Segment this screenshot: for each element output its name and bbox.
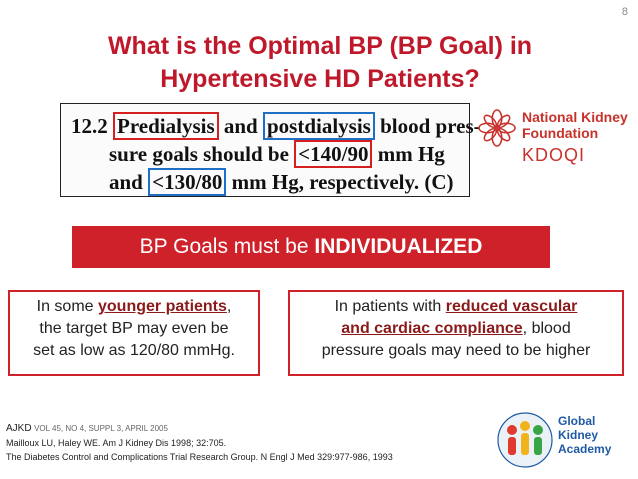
guideline-excerpt: 12.2 Predialysis and postdialysis blood … bbox=[60, 103, 481, 197]
guideline-text-d: mm Hg, respectively. (C) bbox=[231, 170, 454, 194]
guideline-text-a: blood pres- bbox=[380, 114, 481, 138]
guideline-and: and bbox=[223, 114, 258, 138]
slide-number: 8 bbox=[621, 6, 628, 18]
slide-title: What is the Optimal BP (BP Goal) in Hype… bbox=[40, 30, 600, 96]
left-box-line-3: set as low as 120/80 mmHg. bbox=[33, 342, 235, 359]
predialysis-highlight: Predialysis bbox=[113, 112, 219, 140]
right-box-post: , blood bbox=[522, 320, 571, 337]
reference-1: Mailloux LU, Haley WE. Am J Kidney Dis 1… bbox=[6, 438, 227, 448]
references: AJKD VOL 45, NO 4, SUPPL 3, APRIL 2005 M… bbox=[6, 421, 486, 464]
nkf-kdoqi: KDOQI bbox=[522, 145, 586, 165]
postdialysis-highlight: postdialysis bbox=[262, 112, 375, 140]
nkf-name: National Kidney Foundation bbox=[522, 109, 628, 141]
title-line-1: What is the Optimal BP (BP Goal) in bbox=[107, 32, 533, 60]
reference-journal: AJKD bbox=[6, 423, 32, 434]
nkf-flower-icon bbox=[478, 109, 516, 147]
guideline-text-b: sure goals should be bbox=[109, 142, 289, 166]
reference-2: The Diabetes Control and Complications T… bbox=[6, 452, 393, 462]
academy-people-icon bbox=[497, 412, 553, 468]
postdialysis-target-highlight: <130/80 bbox=[148, 168, 227, 196]
guideline-number: 12.2 bbox=[71, 114, 108, 138]
reduced-vascular-highlight: reduced vascular bbox=[445, 298, 578, 315]
guideline-text: 12.2 Predialysis and postdialysis blood … bbox=[71, 112, 481, 196]
nkf-logo: National Kidney Foundation KDOQI bbox=[478, 105, 628, 177]
left-box-line-2: the target BP may even be bbox=[39, 320, 229, 337]
younger-patients-box: In some younger patients, the target BP … bbox=[8, 290, 260, 376]
cardiac-compliance-highlight: and cardiac compliance bbox=[341, 320, 523, 337]
reference-journal-detail: VOL 45, NO 4, SUPPL 3, APRIL 2005 bbox=[34, 424, 168, 433]
banner-prefix: BP Goals must be bbox=[139, 235, 309, 258]
guideline-and-2: and bbox=[109, 170, 143, 194]
left-box-post: , bbox=[226, 298, 232, 315]
left-box-pre: In some bbox=[36, 298, 94, 315]
individualized-banner: BP Goals must be INDIVIDUALIZED bbox=[72, 226, 550, 268]
title-line-2: Hypertensive HD Patients? bbox=[160, 65, 480, 93]
guideline-text-c: mm Hg bbox=[377, 142, 445, 166]
global-kidney-academy-logo: Global Kidney Academy bbox=[494, 408, 634, 472]
younger-patients-highlight: younger patients bbox=[98, 298, 227, 315]
right-box-line-3: pressure goals may need to be higher bbox=[321, 342, 591, 359]
gka-text: Global Kidney Academy bbox=[558, 414, 612, 456]
banner-emphasis: INDIVIDUALIZED bbox=[314, 235, 483, 258]
predialysis-target-highlight: <140/90 bbox=[294, 140, 373, 168]
reduced-compliance-box: In patients with reduced vascular and ca… bbox=[288, 290, 624, 376]
right-box-pre: In patients with bbox=[334, 298, 442, 315]
